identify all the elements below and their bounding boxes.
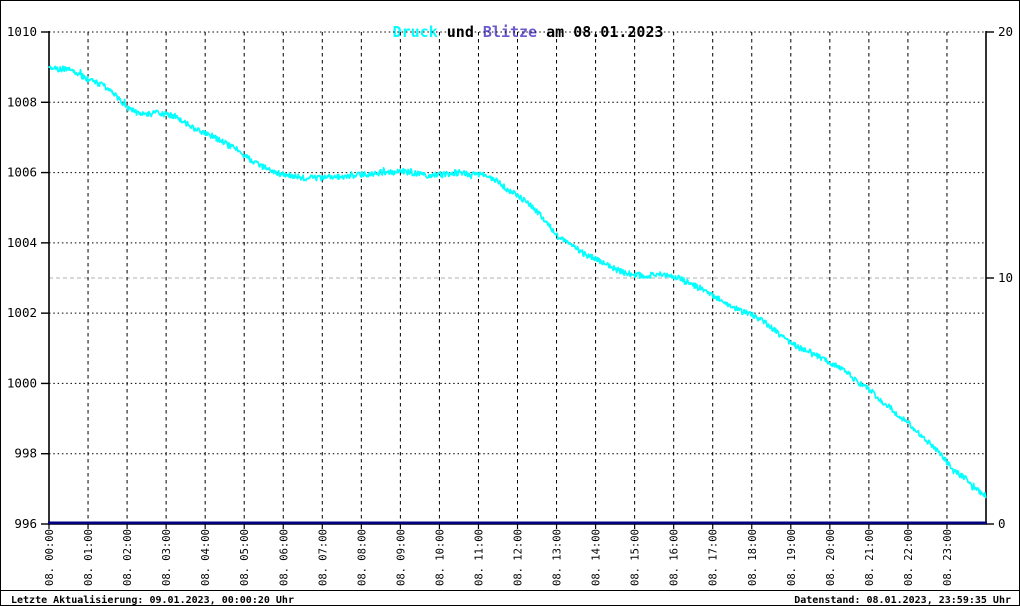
y-right-tick-label: 20 (998, 24, 1013, 39)
y-left-tick-label: 1008 (7, 94, 37, 109)
x-axis-tick-label: 08. 20:00 (825, 529, 837, 586)
y-left-tick-label: 1006 (7, 165, 37, 180)
x-axis-tick-label: 08. 22:00 (903, 529, 915, 586)
axis-labels: 1010 1008 1006 1004 1002 1000 998 996 20 10 0 08. 0… (7, 24, 1013, 586)
footer-divider (1, 590, 1019, 591)
title-date: am 08.01.2023 (537, 23, 664, 41)
x-axis-tick-label: 08. 09:00 (395, 529, 407, 586)
x-axis-tick-label: 08. 00:00 (44, 529, 56, 586)
chart-title: Druck und Blitze am 08.01.2023 (1, 5, 1019, 59)
pressure-chart-canvas: 1010 1008 1006 1004 1002 1000 998 996 20 10 0 08. 0… (7, 24, 1013, 586)
vertical-gridlines (87, 32, 948, 524)
x-axis-tick-label: 08. 16:00 (669, 529, 681, 586)
x-axis-tick-label: 08. 17:00 (708, 529, 720, 586)
x-axis-tick-label: 08. 21:00 (864, 529, 876, 586)
y-left-tick-label: 1000 (7, 375, 37, 390)
x-axis-tick-label: 08. 02:00 (122, 529, 134, 586)
y-left-tick-label: 1004 (7, 235, 37, 250)
axis-ticks (41, 31, 994, 529)
x-axis-tick-label: 08. 11:00 (473, 529, 485, 586)
x-axis-tick-label: 08. 01:00 (83, 529, 95, 586)
y-left-tick-label: 1002 (7, 305, 37, 320)
x-axis-tick-label: 08. 10:00 (434, 529, 446, 586)
x-axis-tick-label: 08. 19:00 (786, 529, 798, 586)
x-axis-tick-label: 08. 23:00 (942, 529, 954, 586)
y-left-tick-label: 1010 (7, 24, 37, 39)
last-update-text: Letzte Aktualisierung: 09.01.2023, 00:00… (11, 595, 294, 606)
x-axis-tick-label: 08. 13:00 (552, 529, 564, 586)
data-timestamp-text: Datenstand: 08.01.2023, 23:59:35 Uhr (794, 595, 1011, 606)
x-axis-tick-label: 08. 07:00 (317, 529, 329, 586)
y-left-tick-label: 998 (14, 446, 37, 461)
x-axis-tick-label: 08. 04:00 (200, 529, 212, 586)
x-axis-tick-label: 08. 14:00 (591, 529, 603, 586)
pressure-series-line (48, 65, 987, 499)
x-axis-tick-label: 08. 08:00 (356, 529, 368, 586)
y-right-tick-label: 0 (998, 516, 1006, 531)
title-word-und: und (437, 23, 483, 41)
x-axis-tick-label: 08. 06:00 (278, 529, 290, 586)
y-left-tick-label: 996 (14, 516, 37, 531)
x-axis-tick-label: 08. 18:00 (747, 529, 759, 586)
y-right-tick-label: 10 (998, 270, 1013, 285)
x-axis-tick-label: 08. 12:00 (513, 529, 525, 586)
x-axis-tick-label: 08. 03:00 (161, 529, 173, 586)
x-axis-tick-label: 08. 05:00 (239, 529, 251, 586)
x-axis-tick-label: 08. 15:00 (630, 529, 642, 586)
